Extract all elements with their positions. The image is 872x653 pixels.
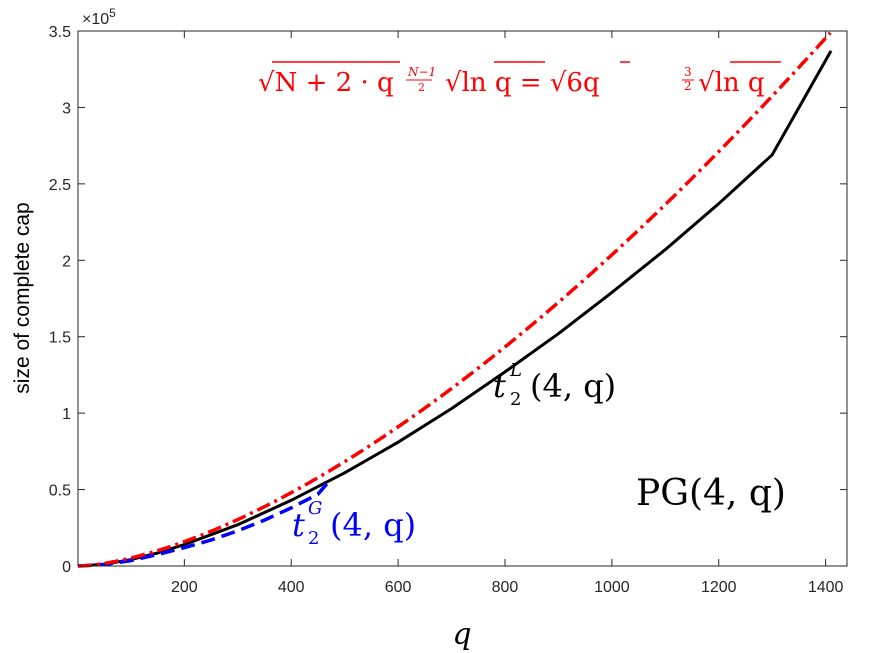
red-formula-exp2-num: 3: [684, 65, 692, 79]
series-group: [77, 31, 833, 568]
series-line-dashdot: [77, 31, 832, 568]
y-tick-label: 3.5: [49, 24, 71, 41]
red-formula-left: √N + 2 · q: [258, 68, 394, 98]
axis-ticks: 200 400 600 800 1000 1200 1400 0 0.5 1 1.5 2 2.5 3 3.5: [49, 24, 847, 596]
y-tick-label: 1: [62, 406, 71, 423]
plot-frame: [77, 30, 848, 567]
blue-curve-label: t G 2 (4, q): [292, 498, 416, 549]
red-formula-annotation: √N + 2 · q N−1 2 √ln q = √6q 3 2 √ln q: [258, 61, 781, 98]
black-curve-label: t L 2 (4, q): [493, 360, 616, 410]
blue-label-sub: 2: [308, 528, 319, 549]
black-label-base: t: [493, 367, 506, 405]
y-exponent: ×105: [82, 6, 116, 28]
x-tick-label: 200: [171, 579, 198, 596]
x-axis-label: q: [452, 617, 471, 652]
x-tick-label: 800: [492, 579, 519, 596]
red-formula-exp2-den: 2: [684, 79, 692, 93]
y-tick-label: 0: [62, 559, 71, 576]
black-label-args: (4, q): [530, 367, 616, 405]
red-formula-mid: √ln q = √6q: [445, 68, 600, 98]
y-tick-label: 1.5: [49, 330, 71, 347]
series-line-dashed: [77, 480, 330, 568]
y-tick-label: 2: [62, 253, 71, 270]
blue-label-sup: G: [308, 498, 322, 519]
black-label-sup: L: [509, 360, 522, 381]
y-tick-label: 2.5: [49, 177, 71, 194]
red-formula-exp-den: 2: [418, 81, 425, 94]
black-label-sub: 2: [510, 389, 521, 410]
y-tick-label: 0.5: [49, 483, 71, 500]
x-tick-label: 600: [385, 579, 412, 596]
red-formula-exp: N−1: [407, 65, 436, 79]
y-axis-label: size of complete cap: [11, 202, 34, 393]
space-label: PG(4, q): [636, 473, 786, 514]
x-tick-label: 1200: [701, 579, 737, 596]
red-formula-right: √ln q: [698, 68, 765, 98]
y-tick-label: 3: [62, 100, 71, 117]
blue-label-base: t: [292, 506, 305, 544]
x-tick-label: 400: [278, 579, 305, 596]
x-tick-label: 1000: [594, 579, 630, 596]
blue-label-args: (4, q): [330, 506, 416, 544]
plot-area: [78, 31, 847, 566]
x-tick-label: 1400: [808, 579, 844, 596]
